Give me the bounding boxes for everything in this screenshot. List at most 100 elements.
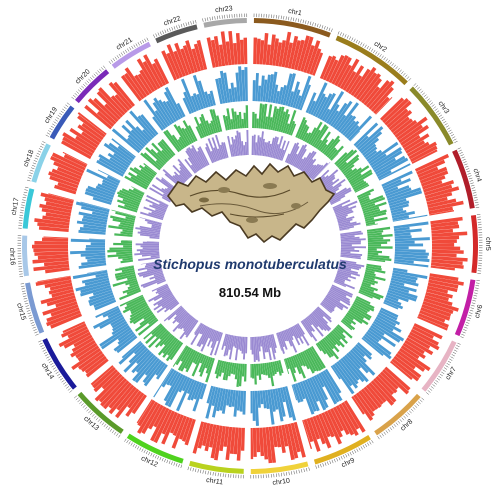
density-bar [219,388,226,411]
density-bar [383,178,411,192]
density-bar [366,263,382,269]
density-bar [63,331,91,349]
chromosome-tick [34,157,39,160]
density-bar [146,241,160,243]
density-bar [159,333,172,347]
density-bar [306,316,324,337]
density-bar [331,285,353,298]
density-bar [84,355,107,374]
density-bar [135,227,161,233]
density-bar [340,357,360,381]
density-bar [48,285,74,295]
density-bar [269,389,276,412]
density-bar [299,124,308,140]
chromosome-tick [416,86,420,90]
chromosome-ideogram [17,13,483,479]
chromosome-tick [195,468,197,473]
density-bar [178,163,192,178]
density-bar [332,328,348,344]
density-bar [299,84,311,111]
chromosome-tick [80,403,84,406]
density-bar [255,363,259,376]
density-bar [363,277,379,284]
density-bar [236,427,242,461]
density-bar [111,128,141,154]
density-bar [323,135,340,155]
density-bar [339,228,350,231]
chromosome-tick [49,127,53,131]
density-bar [335,275,351,282]
density-bar [230,82,236,103]
density-bar [337,270,352,276]
density-bar [428,279,459,289]
density-bar [185,350,198,373]
density-bar [364,217,375,222]
density-bar [327,292,341,303]
density-bar [180,346,191,362]
density-bar [205,356,211,369]
density-bar [135,349,151,365]
density-bar [384,100,412,126]
density-bar [139,69,156,93]
chromosome-tick [450,134,455,137]
density-bar [165,340,182,362]
density-bar [291,326,299,339]
density-bar [137,401,159,434]
chromosome-tick [475,285,480,287]
density-bar [367,254,390,259]
density-bar [139,164,156,178]
chromosome-tick [472,192,477,194]
chromosome-tick [22,199,26,201]
chromosome-tick [366,45,369,50]
density-bar [84,277,110,286]
chromosome-tick [204,17,206,22]
density-bar [384,366,411,391]
density-bar [94,299,117,311]
density-bar [295,323,310,346]
density-bar [426,196,448,205]
chromosome-tick [389,61,392,65]
density-bar [130,303,148,315]
chromosome-tick [449,131,453,135]
density-bar [417,316,448,331]
density-bar [126,296,144,307]
density-bar [394,256,430,263]
density-bar [196,326,209,347]
density-bar [159,200,169,206]
density-bar [81,275,109,284]
density-bar [363,275,375,281]
density-bar [113,242,133,246]
density-bar [125,279,138,286]
density-bar [313,309,329,325]
chromosome-tick [286,472,288,476]
density-bar [137,318,159,336]
density-bar [336,210,354,218]
density-bar [379,371,399,390]
density-bar [361,337,384,357]
density-bar [256,427,261,453]
chromosome-tick [37,150,42,153]
density-bar [145,261,161,266]
density-bar [274,388,284,422]
density-bar [260,363,264,375]
density-bar [214,332,223,356]
density-bar [70,340,96,358]
density-bar [253,363,257,385]
density-bar [315,139,323,149]
chromosome-tick [171,27,174,31]
chromosome-tick [472,189,476,192]
density-bar [309,164,322,178]
density-bar [143,312,154,321]
density-bar [166,369,177,386]
chromosome-tick [422,92,425,96]
chromosome-label-chr12: chr12 [140,455,159,469]
chromosome-tick [387,428,391,432]
density-bar [431,246,461,251]
chromosome-tick [425,96,429,100]
chromosome-tick [415,85,419,88]
density-bar [340,232,363,237]
density-bar [175,345,189,366]
density-bar [394,235,412,239]
density-bar [96,159,124,177]
density-bar [358,195,370,202]
